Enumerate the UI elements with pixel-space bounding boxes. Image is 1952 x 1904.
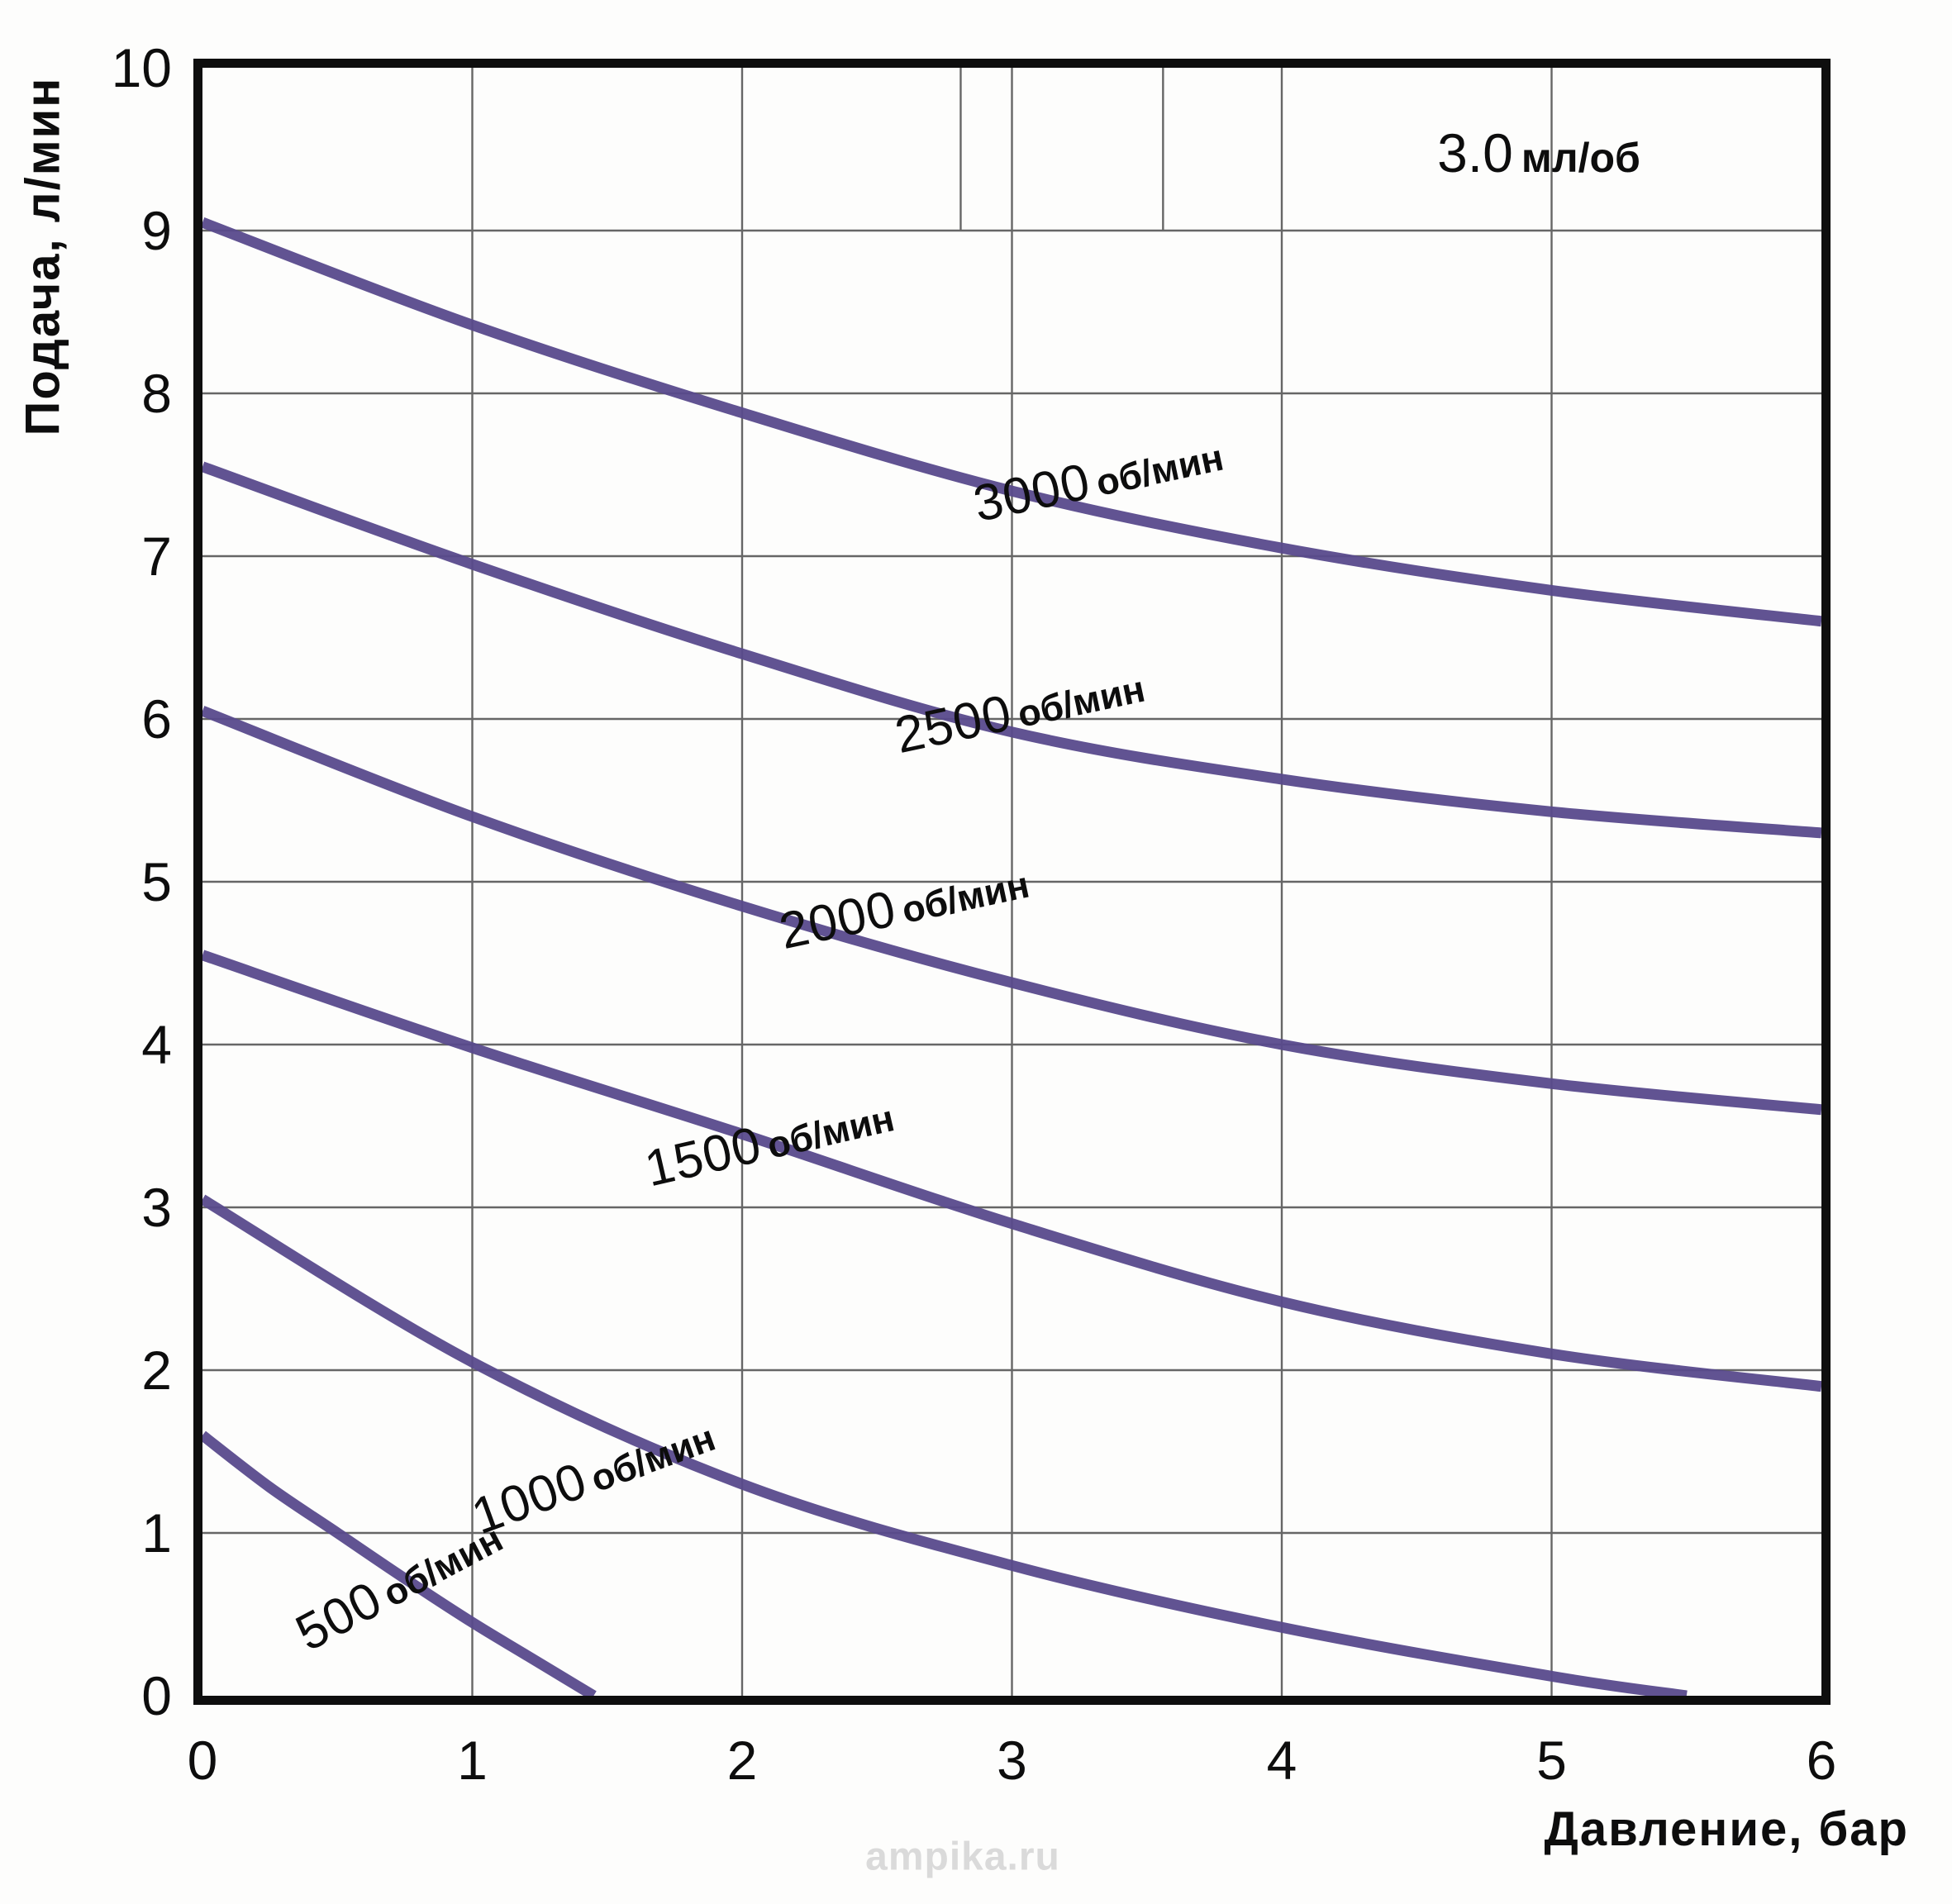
x-tick-4: 4	[1266, 1730, 1297, 1791]
curve-1000	[202, 1194, 1688, 1696]
x-tick-5: 5	[1536, 1730, 1567, 1791]
curve-1500	[202, 950, 1821, 1392]
x-tick-1: 1	[457, 1730, 488, 1791]
x-tick-6: 6	[1806, 1730, 1837, 1791]
y-tick-2: 2	[141, 1340, 172, 1401]
x-axis-title: Давление, бар	[1544, 1802, 1909, 1856]
x-tick-2: 2	[726, 1730, 758, 1791]
curve-3000	[202, 217, 1821, 627]
y-tick-3: 3	[141, 1177, 172, 1238]
curve-2500	[202, 461, 1821, 839]
plot-border	[193, 59, 1831, 1705]
displacement-value: 3.0	[1437, 122, 1513, 183]
x-tick-3: 3	[997, 1730, 1027, 1791]
displacement-unit: мл/об	[1521, 135, 1640, 181]
watermark: ampika.ru	[865, 1835, 1060, 1879]
curve-500	[202, 1430, 597, 1696]
y-tick-10: 10	[111, 37, 172, 98]
plot-area	[202, 68, 1821, 1696]
y-tick-8: 8	[141, 363, 172, 424]
curve-2000	[202, 706, 1821, 1116]
y-tick-4: 4	[141, 1014, 172, 1075]
y-tick-6: 6	[141, 688, 172, 750]
y-tick-7: 7	[141, 526, 172, 587]
y-tick-0: 0	[141, 1665, 172, 1726]
y-tick-9: 9	[141, 200, 172, 261]
y-tick-5: 5	[141, 851, 172, 912]
y-tick-1: 1	[141, 1502, 172, 1564]
displacement-annotation: 3.0 мл/об	[1437, 126, 1640, 180]
x-tick-0: 0	[187, 1730, 218, 1791]
